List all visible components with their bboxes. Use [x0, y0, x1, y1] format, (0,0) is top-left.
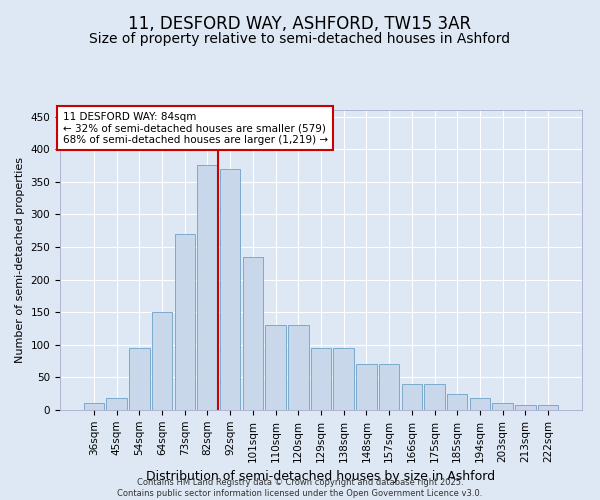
Bar: [106, 398, 127, 410]
Bar: [129, 348, 149, 410]
Text: Size of property relative to semi-detached houses in Ashford: Size of property relative to semi-detach…: [89, 32, 511, 46]
Bar: [242, 256, 263, 410]
Bar: [334, 348, 354, 410]
X-axis label: Distribution of semi-detached houses by size in Ashford: Distribution of semi-detached houses by …: [146, 470, 496, 483]
Bar: [220, 168, 241, 410]
Bar: [493, 404, 513, 410]
Text: Contains HM Land Registry data © Crown copyright and database right 2025.
Contai: Contains HM Land Registry data © Crown c…: [118, 478, 482, 498]
Bar: [356, 364, 377, 410]
Bar: [470, 398, 490, 410]
Text: 11 DESFORD WAY: 84sqm
← 32% of semi-detached houses are smaller (579)
68% of sem: 11 DESFORD WAY: 84sqm ← 32% of semi-deta…: [62, 112, 328, 144]
Bar: [424, 384, 445, 410]
Bar: [152, 312, 172, 410]
Text: 11, DESFORD WAY, ASHFORD, TW15 3AR: 11, DESFORD WAY, ASHFORD, TW15 3AR: [128, 15, 472, 33]
Bar: [447, 394, 467, 410]
Bar: [84, 404, 104, 410]
Bar: [288, 325, 308, 410]
Bar: [379, 364, 400, 410]
Bar: [175, 234, 195, 410]
Bar: [311, 348, 331, 410]
Bar: [538, 406, 558, 410]
Bar: [401, 384, 422, 410]
Bar: [197, 166, 218, 410]
Bar: [515, 406, 536, 410]
Y-axis label: Number of semi-detached properties: Number of semi-detached properties: [15, 157, 25, 363]
Bar: [265, 325, 286, 410]
